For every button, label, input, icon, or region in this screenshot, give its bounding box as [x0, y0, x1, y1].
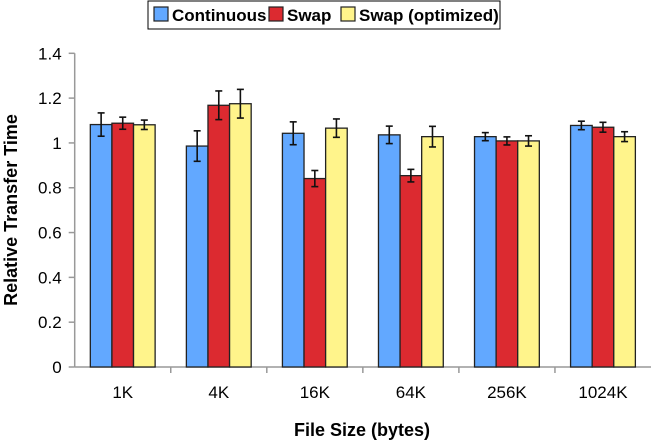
y-tick-label: 1 — [52, 134, 61, 153]
bar-swap-optimized- — [132, 124, 156, 368]
y-tick-label: 1.2 — [38, 89, 62, 108]
error-bar — [193, 130, 201, 163]
error-bar — [621, 130, 629, 143]
x-tick-label: 1K — [112, 383, 133, 402]
bar-swap-optimized- — [517, 140, 540, 368]
bar-continuous — [89, 123, 113, 368]
bar-continuous — [377, 134, 401, 368]
error-bar — [577, 120, 585, 131]
y-axis-label: Relative Transfer Time — [1, 114, 21, 306]
legend-label: Swap (optimized) — [359, 6, 499, 25]
y-tick-label: 0.4 — [38, 268, 62, 287]
legend-label: Swap — [287, 6, 331, 25]
x-tick-label: 256K — [487, 383, 527, 402]
error-bar — [332, 118, 340, 139]
error-bar — [215, 90, 223, 121]
bar-continuous — [281, 132, 305, 368]
legend-swatch — [340, 6, 356, 22]
error-bar — [481, 131, 489, 142]
error-bar — [428, 125, 436, 148]
bar-swap — [399, 174, 423, 368]
y-tick-label: 0 — [52, 358, 61, 377]
x-tick-label: 4K — [208, 383, 229, 402]
axes: 0 0.2 0.4 0.6 0.8 1 1.2 1.4 1K 4K 16K 64K 256K 1024K — [38, 44, 651, 402]
bar-swap-optimized- — [613, 136, 637, 368]
bar-swap — [591, 126, 615, 368]
legend-swatch — [153, 6, 169, 22]
x-axis-label: File Size (bytes) — [294, 420, 430, 440]
error-bar — [599, 121, 607, 133]
x-tick-label: 1024K — [578, 383, 628, 402]
x-tick-label: 64K — [396, 383, 427, 402]
legend-label: Continuous — [172, 6, 266, 25]
legend-swatch — [268, 6, 284, 22]
bar-swap-optimized- — [421, 136, 444, 368]
bar-swap — [207, 104, 231, 368]
error-bar — [407, 168, 415, 183]
error-bar — [140, 119, 148, 131]
error-bar — [119, 116, 127, 131]
bar-swap-optimized- — [228, 103, 252, 368]
error-bar — [525, 134, 533, 147]
y-tick-label: 0.6 — [38, 224, 62, 243]
error-bar — [311, 169, 319, 188]
x-tick-label: 16K — [300, 383, 331, 402]
legend: Continuous Swap Swap (optimized) — [147, 0, 501, 30]
y-tick-label: 1.4 — [38, 44, 62, 63]
error-bar — [385, 125, 393, 145]
error-bar — [503, 136, 511, 146]
y-tick-label: 0.8 — [38, 179, 62, 198]
legend-box — [147, 0, 501, 30]
error-bar — [97, 112, 105, 138]
bar-swap — [111, 122, 135, 368]
bar-continuous — [569, 124, 593, 368]
bar-swap-optimized- — [324, 127, 348, 368]
bar-swap — [303, 177, 327, 368]
bar-swap — [495, 140, 519, 368]
bars — [89, 88, 637, 368]
error-bar — [289, 121, 297, 146]
error-bar — [236, 88, 244, 119]
bar-continuous — [185, 145, 209, 368]
bar-continuous — [473, 136, 497, 368]
y-tick-label: 0.2 — [38, 313, 62, 332]
